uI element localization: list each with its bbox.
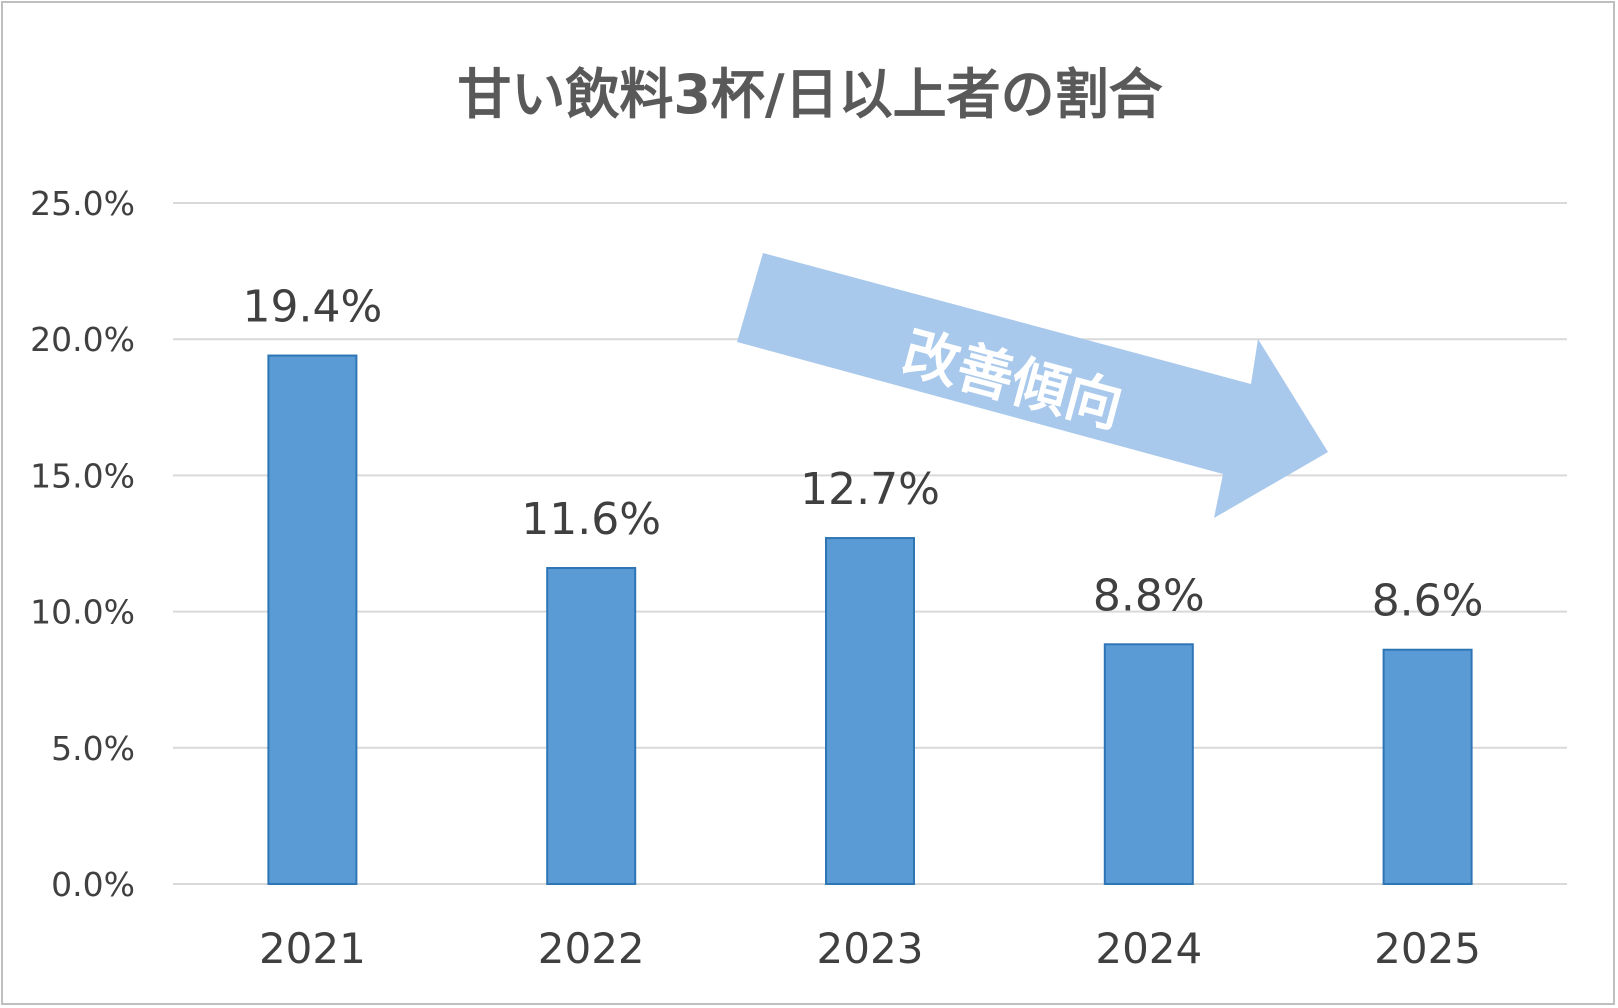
x-tick-label: 2025 [1374, 924, 1481, 973]
data-label: 19.4% [243, 282, 383, 333]
y-tick-label: 10.0% [30, 593, 135, 632]
y-tick-label: 20.0% [30, 320, 135, 359]
x-tick-label: 2024 [1095, 924, 1202, 973]
data-labels: 19.4% 11.6% 12.7% 8.8% 8.6% [243, 282, 1484, 627]
data-label: 8.6% [1372, 576, 1484, 627]
y-tick-label: 25.0% [30, 184, 135, 223]
bar [546, 567, 637, 885]
y-axis-ticks: 0.0% 5.0% 10.0% 15.0% 20.0% 25.0% [30, 184, 135, 904]
data-label: 8.8% [1093, 570, 1205, 621]
bar [1103, 643, 1194, 886]
chart-title: 甘い飲料3杯/日以上者の割合 [457, 63, 1162, 126]
bar [267, 354, 358, 885]
x-tick-label: 2023 [817, 924, 924, 973]
bar [825, 537, 915, 885]
bar-chart: 甘い飲料3杯/日以上者の割合 0.0% 5.0% 10.0% 15.0% 20.0% 25… [30, 63, 1567, 973]
y-tick-label: 15.0% [30, 456, 135, 495]
bars [267, 354, 1473, 886]
bar [1382, 648, 1473, 886]
x-axis-ticks: 2021 2022 2023 2024 2025 [259, 924, 1481, 973]
x-tick-label: 2021 [259, 924, 366, 973]
y-tick-label: 0.0% [51, 865, 135, 904]
y-tick-label: 5.0% [51, 729, 135, 768]
data-label: 11.6% [521, 494, 661, 545]
arrow-shape [737, 253, 1328, 518]
data-label: 12.7% [800, 464, 940, 515]
x-tick-label: 2022 [538, 924, 645, 973]
